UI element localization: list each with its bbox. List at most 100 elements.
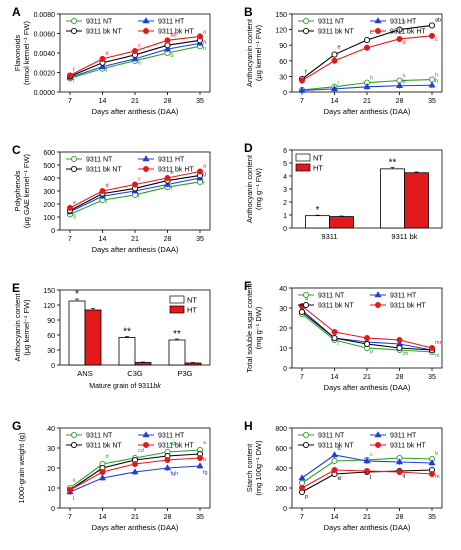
panel-letter: G bbox=[12, 419, 21, 433]
x-tick-label: 35 bbox=[196, 514, 204, 521]
y-tick-label: 150 bbox=[43, 288, 55, 295]
y-tick-label: 0 bbox=[283, 366, 287, 373]
legend-label: 9311 bk NT bbox=[318, 443, 354, 450]
legend-swatch bbox=[169, 305, 185, 314]
data-point bbox=[298, 86, 306, 93]
data-point bbox=[131, 55, 139, 62]
significance-letter: h bbox=[370, 76, 373, 82]
data-point bbox=[330, 85, 339, 92]
y-tick-label: 10 bbox=[279, 346, 287, 353]
x-axis-label: Days after anthesis (DAA) bbox=[324, 523, 411, 532]
legend-marker bbox=[142, 155, 150, 162]
data-point bbox=[428, 32, 435, 39]
data-point bbox=[163, 464, 172, 471]
x-tick-label: 7 bbox=[68, 514, 72, 521]
y-tick-label: 300 bbox=[43, 189, 55, 196]
significance-letter: p bbox=[370, 349, 373, 355]
data-point bbox=[428, 459, 436, 466]
data-point bbox=[99, 55, 106, 62]
x-axis-label: Mature grain of 9311bk bbox=[89, 383, 161, 390]
legend-swatch bbox=[295, 153, 311, 162]
significance-letter: h bbox=[403, 73, 406, 79]
x-tick-label: 21 bbox=[131, 514, 139, 521]
y-tick-label: 500 bbox=[43, 163, 55, 170]
y-tick-label: 10 bbox=[47, 486, 55, 493]
legend-label: 9311 bk NT bbox=[86, 29, 122, 36]
y-tick-label: 3 bbox=[283, 187, 287, 194]
legend-marker bbox=[70, 27, 78, 35]
legend-label: 9311 NT bbox=[318, 433, 345, 440]
y-axis-label: Anthocyanin content bbox=[13, 293, 22, 362]
x-tick-label: 28 bbox=[396, 98, 404, 105]
legend-swatch bbox=[169, 295, 185, 304]
significance-letter: g bbox=[203, 171, 206, 177]
data-point bbox=[131, 181, 138, 188]
significance-letter: m bbox=[435, 474, 440, 480]
y-tick-label: 0 bbox=[283, 226, 287, 233]
y-tick-label: 600 bbox=[43, 150, 55, 157]
panel-letter: H bbox=[244, 419, 253, 433]
panel-a: A 0.0000 0.0020 0.0040 0.0060 0.0080 Flavonoid… bbox=[12, 5, 211, 116]
data-point bbox=[196, 454, 203, 461]
y-tick-label: 90 bbox=[279, 43, 287, 50]
legend-label: 9311 bk HT bbox=[158, 443, 194, 450]
y-tick-label: 0.0080 bbox=[34, 12, 56, 19]
data-point bbox=[331, 328, 338, 335]
data-point bbox=[428, 22, 436, 29]
legend-marker bbox=[374, 27, 381, 34]
x-tick-label: P3G bbox=[177, 369, 192, 378]
significance-letter: b bbox=[435, 451, 438, 457]
legend-marker bbox=[142, 441, 149, 448]
significance-letter: fg bbox=[203, 470, 208, 476]
legend-label: NT bbox=[313, 154, 323, 163]
data-point bbox=[98, 474, 107, 481]
legend-label: 9311 bk HT bbox=[390, 303, 426, 310]
x-tick-label: 14 bbox=[331, 98, 339, 105]
significance-letter: h bbox=[403, 80, 406, 86]
significance-letter: f bbox=[171, 186, 173, 192]
significance-letter: cd bbox=[138, 448, 144, 454]
y-tick-label: 800 bbox=[275, 426, 287, 433]
legend-marker bbox=[142, 431, 150, 438]
legend-label: 9311 NT bbox=[318, 293, 345, 300]
y-axis-label: (μg kernel⁻¹ FW) bbox=[22, 299, 31, 356]
panel-letter: A bbox=[12, 5, 21, 19]
y-tick-label: 0.0020 bbox=[34, 71, 56, 78]
data-point bbox=[99, 468, 106, 475]
x-axis-label: Days after anthesis (DAA) bbox=[92, 245, 179, 254]
y-axis-label: (nmol kernel⁻¹ FW) bbox=[22, 21, 31, 85]
panel-g: G 0 10 20 30 40 1000-grain weight (g) 7 14 21 28 35… bbox=[12, 419, 211, 532]
y-tick-label: 90 bbox=[47, 318, 55, 325]
y-tick-label: 200 bbox=[43, 202, 55, 209]
x-tick-label: 21 bbox=[363, 98, 371, 105]
x-tick-label: 9311 bbox=[321, 232, 337, 241]
significance-letter: f bbox=[106, 69, 108, 75]
y-axis-label: 1000-grain weight (g) bbox=[17, 432, 26, 503]
y-tick-label: 0.0000 bbox=[34, 90, 56, 97]
y-axis-label: (mg 100g⁻¹ DW) bbox=[254, 440, 263, 496]
legend-marker bbox=[374, 17, 382, 24]
significance-letter: a bbox=[203, 440, 207, 446]
data-point bbox=[67, 486, 74, 493]
data-point bbox=[298, 484, 305, 491]
bar bbox=[134, 362, 152, 366]
data-point bbox=[164, 456, 171, 463]
data-point bbox=[428, 344, 435, 351]
legend-label: 9311 HT bbox=[158, 433, 185, 440]
legend-label: 9311 bk HT bbox=[158, 29, 194, 36]
data-point bbox=[164, 37, 171, 44]
y-tick-label: 0 bbox=[51, 228, 55, 235]
data-point bbox=[363, 467, 370, 474]
data-point bbox=[298, 77, 305, 84]
y-axis-label: Anthocyanin content bbox=[245, 18, 254, 87]
data-point bbox=[131, 460, 138, 467]
significance-letter: b bbox=[171, 53, 174, 59]
x-axis-label: Days after anthesis (DAA) bbox=[92, 107, 179, 116]
legend-marker bbox=[70, 431, 78, 439]
y-axis-label: Starch content bbox=[245, 443, 254, 492]
x-axis-label: Days after anthesis (DAA) bbox=[324, 383, 411, 392]
y-tick-label: 400 bbox=[43, 176, 55, 183]
legend-label: 9311 NT bbox=[86, 433, 113, 440]
panel-h: H 0 200 400 600 800 Starch content (mg 100g⁻¹ D… bbox=[244, 419, 443, 532]
y-axis-label: Flavonoids bbox=[13, 35, 22, 72]
